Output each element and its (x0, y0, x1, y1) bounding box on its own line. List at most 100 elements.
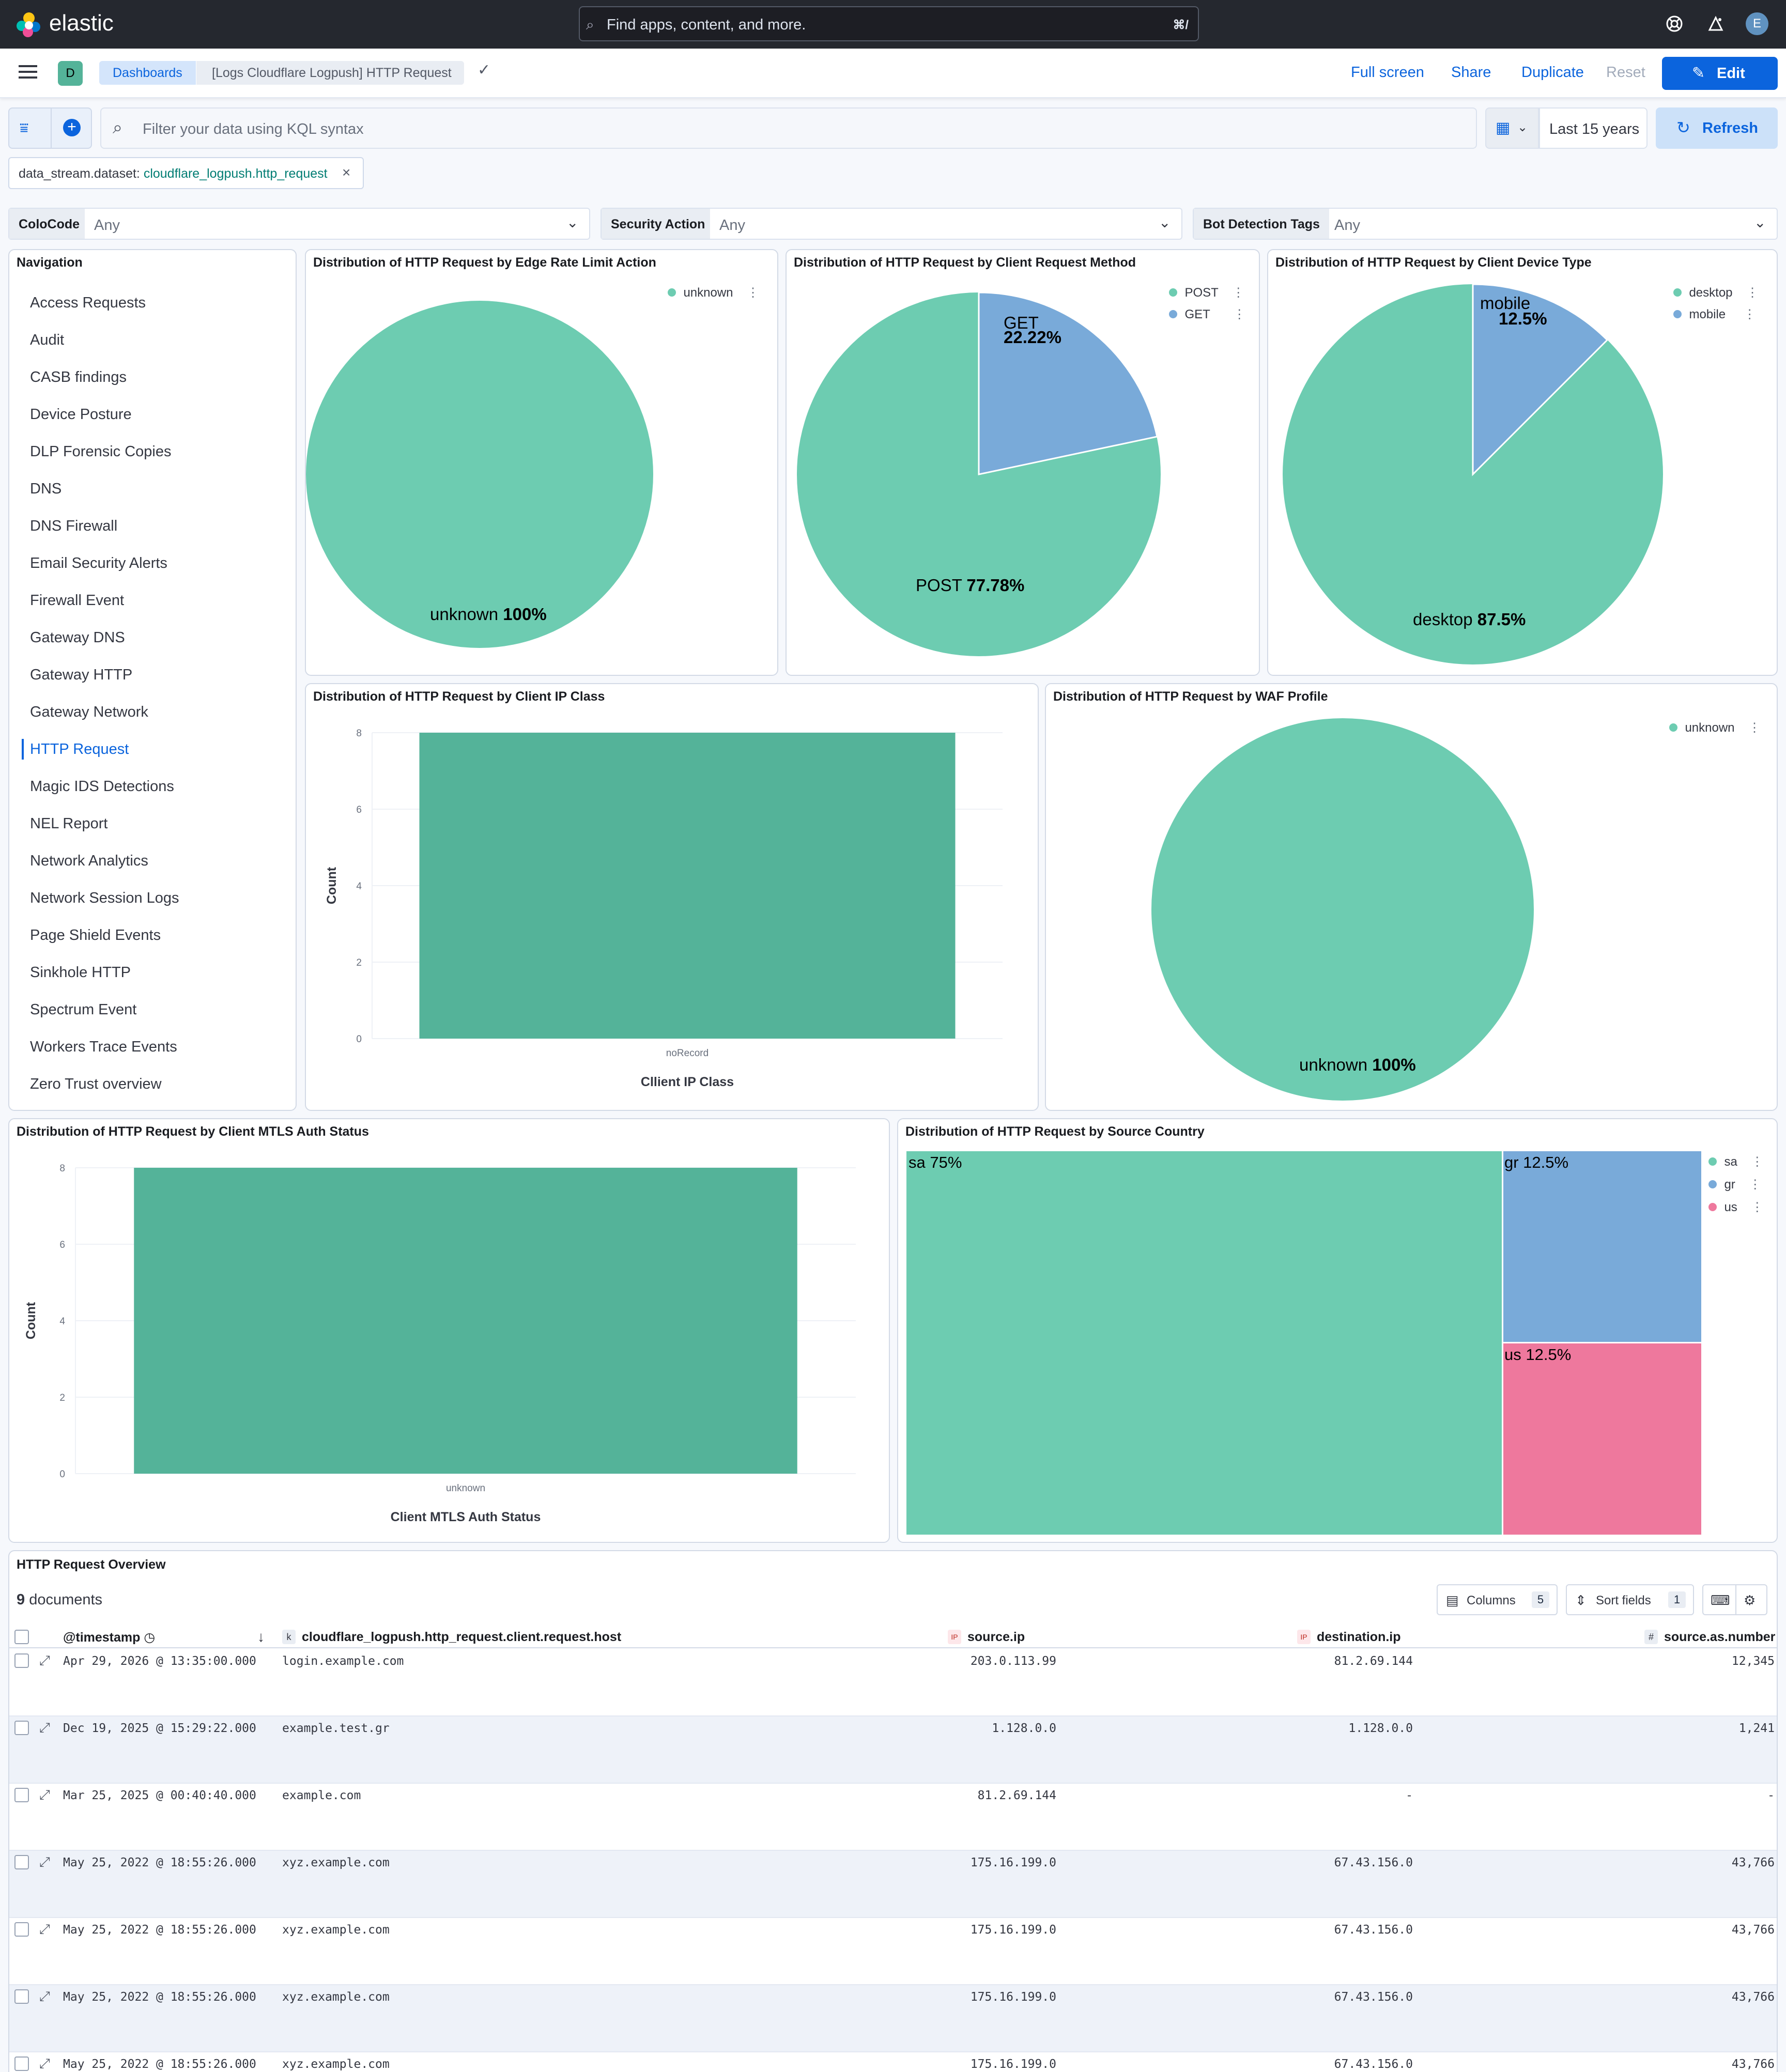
treemap-tile-us[interactable]: us 12.5% (1502, 1343, 1701, 1535)
kql-query-input[interactable]: ⌕ Filter your data using KQL syntax (100, 107, 1477, 149)
legend-item[interactable]: gr ⋮ (1708, 1177, 1761, 1192)
legend-item[interactable]: unknown ⋮ (668, 285, 759, 300)
legend-menu-icon[interactable]: ⋮ (1232, 286, 1245, 300)
control-bot-detection-tags[interactable]: Bot Detection Tags Any ⌄ (1193, 208, 1778, 240)
nav-item-device-posture[interactable]: Device Posture (30, 406, 132, 423)
pie-slice-unknown[interactable] (1151, 718, 1534, 1101)
remove-filter-icon[interactable]: × (342, 164, 351, 180)
nav-item-access-requests[interactable]: Access Requests (30, 295, 146, 311)
nav-item-dlp-forensic-copies[interactable]: DLP Forensic Copies (30, 443, 172, 460)
nav-item-zero-trust-overview[interactable]: Zero Trust overview (30, 1076, 162, 1092)
help-icon[interactable] (1665, 14, 1684, 33)
nav-item-workers-trace-events[interactable]: Workers Trace Events (30, 1039, 177, 1055)
nav-item-page-shield-events[interactable]: Page Shield Events (30, 927, 161, 944)
select-all-checkbox[interactable] (14, 1630, 29, 1644)
legend-item[interactable]: GET ⋮ (1169, 307, 1245, 322)
nav-item-dns[interactable]: DNS (30, 481, 62, 497)
nav-item-audit[interactable]: Audit (30, 332, 65, 348)
expand-row-icon[interactable]: ⤢ (39, 1988, 50, 2004)
table-row[interactable]: ⤢ Mar 25, 2025 @ 00:40:40.000 example.com 8… (9, 1784, 1777, 1851)
row-checkbox[interactable] (14, 2056, 29, 2071)
nav-item-magic-ids-detections[interactable]: Magic IDS Detections (30, 778, 174, 795)
pie-slice-mobile[interactable] (1472, 283, 1609, 476)
column-header-as-number[interactable]: source.as.number (1664, 1630, 1776, 1644)
bar-norecord[interactable] (419, 733, 956, 1039)
expand-row-icon[interactable]: ⤢ (39, 1854, 50, 1869)
keyboard-icon[interactable]: ⌨ (1711, 1592, 1730, 1608)
sort-desc-icon[interactable]: ↓ (257, 1629, 265, 1645)
column-header-source-ip[interactable]: source.ip (967, 1630, 1025, 1644)
nav-item-dns-firewall[interactable]: DNS Firewall (30, 518, 118, 534)
treemap-tile-sa[interactable]: sa 75% (906, 1151, 1502, 1535)
add-filter-icon[interactable]: + (63, 119, 81, 136)
row-checkbox[interactable] (14, 1922, 29, 1937)
legend-item[interactable]: sa ⋮ (1708, 1154, 1763, 1169)
table-row[interactable]: ⤢ May 25, 2022 @ 18:55:26.000 xyz.example.… (9, 1851, 1777, 1918)
legend-item[interactable]: POST ⋮ (1169, 285, 1244, 300)
nav-item-network-analytics[interactable]: Network Analytics (30, 853, 148, 869)
user-avatar[interactable]: E (1746, 12, 1768, 35)
filter-pill[interactable]: data_stream.dataset: cloudflare_logpush.… (8, 157, 364, 189)
global-search-input[interactable]: ⌕ Find apps, content, and more. ⌘/ (579, 6, 1199, 41)
columns-button[interactable]: ▤ Columns 5 (1437, 1584, 1558, 1615)
legend-menu-icon[interactable]: ⋮ (1233, 307, 1246, 321)
table-row[interactable]: ⤢ Dec 19, 2025 @ 15:29:22.000 example.test… (9, 1717, 1777, 1784)
legend-item[interactable]: unknown ⋮ (1669, 720, 1761, 735)
row-checkbox[interactable] (14, 1855, 29, 1869)
legend-menu-icon[interactable]: ⋮ (1748, 721, 1761, 735)
table-row[interactable]: ⤢ May 25, 2022 @ 18:55:26.000 xyz.example.… (9, 1985, 1777, 2052)
nav-item-casb-findings[interactable]: CASB findings (30, 369, 127, 385)
column-header-host[interactable]: cloudflare_logpush.http_request.client.r… (302, 1630, 622, 1644)
date-quick-menu-button[interactable]: ▦ ⌄ (1485, 107, 1539, 149)
brand-name[interactable]: elastic (49, 10, 114, 36)
legend-item[interactable]: us ⋮ (1708, 1200, 1763, 1215)
legend-menu-icon[interactable]: ⋮ (1746, 286, 1759, 300)
column-header-timestamp[interactable]: @timestamp ◷ (63, 1630, 155, 1645)
nav-item-email-security-alerts[interactable]: Email Security Alerts (30, 555, 167, 571)
nav-item-gateway-dns[interactable]: Gateway DNS (30, 629, 125, 646)
expand-row-icon[interactable]: ⤢ (39, 1652, 50, 1668)
expand-row-icon[interactable]: ⤢ (39, 1720, 50, 1735)
nav-item-spectrum-event[interactable]: Spectrum Event (30, 1001, 137, 1018)
expand-row-icon[interactable]: ⤢ (39, 1787, 50, 1802)
nav-item-http-request[interactable]: HTTP Request (22, 739, 129, 760)
menu-icon[interactable] (19, 64, 37, 80)
nav-item-nel-report[interactable]: NEL Report (30, 815, 108, 832)
legend-menu-icon[interactable]: ⋮ (746, 286, 759, 300)
nav-item-gateway-http[interactable]: Gateway HTTP (30, 667, 133, 683)
nav-item-sinkhole-http[interactable]: Sinkhole HTTP (30, 964, 131, 981)
table-row[interactable]: ⤢ May 25, 2022 @ 18:55:26.000 xyz.example.… (9, 1918, 1777, 1985)
row-checkbox[interactable] (14, 1989, 29, 2004)
nav-item-gateway-network[interactable]: Gateway Network (30, 704, 148, 720)
news-feed-icon[interactable] (1706, 14, 1725, 33)
nav-item-network-session-logs[interactable]: Network Session Logs (30, 890, 179, 906)
table-row[interactable]: ⤢ May 25, 2022 @ 18:55:26.000 xyz.example.… (9, 2052, 1777, 2072)
row-checkbox[interactable] (14, 1721, 29, 1735)
reset-button[interactable]: Reset (1606, 64, 1645, 81)
legend-item[interactable]: mobile ⋮ (1673, 307, 1756, 322)
legend-menu-icon[interactable]: ⋮ (1751, 1155, 1764, 1169)
expand-row-icon[interactable]: ⤢ (39, 2055, 50, 2071)
legend-menu-icon[interactable]: ⋮ (1749, 1178, 1762, 1192)
edit-button[interactable]: ✎ Edit (1662, 57, 1778, 90)
elastic-logo-icon[interactable] (16, 11, 42, 38)
nav-item-firewall-event[interactable]: Firewall Event (30, 592, 125, 609)
filter-icon[interactable]: ⩸ (20, 120, 29, 136)
full-screen-button[interactable]: Full screen (1351, 64, 1424, 81)
bar-unknown[interactable] (134, 1168, 797, 1474)
breadcrumb-dashboards[interactable]: Dashboards (99, 61, 196, 85)
space-avatar[interactable]: D (58, 61, 83, 86)
duplicate-button[interactable]: Duplicate (1521, 64, 1584, 81)
column-header-destination-ip[interactable]: destination.ip (1317, 1630, 1401, 1644)
row-checkbox[interactable] (14, 1788, 29, 1802)
check-icon[interactable]: ✓ (478, 61, 491, 79)
time-range-display[interactable]: Last 15 years (1539, 107, 1648, 149)
pie-slice-get[interactable] (978, 291, 1158, 475)
table-row[interactable]: ⤢ Apr 29, 2026 @ 13:35:00.000 login.exampl… (9, 1649, 1777, 1717)
expand-row-icon[interactable]: ⤢ (39, 1921, 50, 1937)
pie-slice-unknown[interactable] (306, 301, 653, 648)
control-colocode[interactable]: ColoCode Any ⌄ (8, 208, 590, 240)
treemap-tile-gr[interactable]: gr 12.5% (1502, 1151, 1701, 1343)
legend-menu-icon[interactable]: ⋮ (1751, 1200, 1764, 1214)
legend-item[interactable]: desktop ⋮ (1673, 285, 1759, 300)
